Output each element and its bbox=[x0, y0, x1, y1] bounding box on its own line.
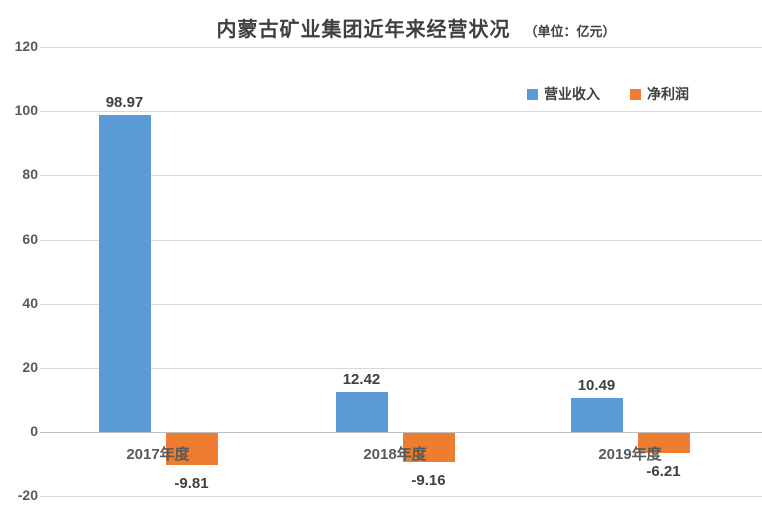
bar-net-profit-2017年度 bbox=[165, 433, 218, 465]
gridline-20 bbox=[40, 367, 762, 369]
value-label-revenue-2018年度: 12.42 bbox=[342, 371, 381, 389]
category-label-2019年度: 2019年度 bbox=[598, 446, 662, 463]
y-tick-label-40: 40 bbox=[22, 294, 38, 311]
x-axis-zero-line bbox=[40, 432, 762, 433]
chart-unit-label: （单位：亿元） bbox=[524, 24, 616, 39]
legend-swatch-revenue-icon bbox=[527, 88, 538, 100]
y-tick-label-80: 80 bbox=[22, 166, 38, 183]
value-label-net-profit-2017年度: -9.81 bbox=[174, 474, 209, 492]
value-label-revenue-2019年度: 10.49 bbox=[577, 377, 616, 395]
gridline-60 bbox=[40, 239, 762, 241]
value-label-revenue-2017年度: 98.97 bbox=[105, 93, 144, 111]
chart-title-row: 内蒙古矿业集团近年来经营状况 （单位：亿元） bbox=[216, 13, 615, 42]
category-label-2018年度: 2018年度 bbox=[363, 446, 427, 463]
legend-item-revenue: 营业收入 bbox=[527, 84, 600, 104]
y-tick-label-100: 100 bbox=[14, 102, 38, 119]
bar-net-profit-2018年度 bbox=[402, 433, 455, 463]
y-tick-label-60: 60 bbox=[22, 230, 38, 247]
gridline-120 bbox=[40, 47, 762, 49]
bar-revenue-2018年度 bbox=[335, 392, 388, 432]
y-tick-label-20: 20 bbox=[22, 358, 38, 375]
legend-swatch-net-profit-icon bbox=[630, 88, 641, 100]
gridline-80 bbox=[40, 175, 762, 177]
gridline-100 bbox=[40, 111, 762, 113]
y-tick-label--20: -20 bbox=[17, 487, 38, 504]
value-label-net-profit-2019年度: -6.21 bbox=[646, 462, 681, 480]
legend-label-net-profit: 净利润 bbox=[647, 86, 689, 102]
legend-item-net-profit: 净利润 bbox=[630, 84, 689, 104]
gridline--20 bbox=[40, 496, 762, 498]
y-tick-label-120: 120 bbox=[14, 38, 38, 55]
legend-label-revenue: 营业收入 bbox=[544, 86, 600, 102]
bar-net-profit-2019年度 bbox=[637, 433, 690, 453]
value-label-net-profit-2018年度: -9.16 bbox=[411, 472, 446, 490]
gridline-40 bbox=[40, 303, 762, 305]
bar-revenue-2019年度 bbox=[570, 398, 623, 432]
y-tick-label-0: 0 bbox=[30, 423, 38, 439]
legend: 营业收入 净利润 bbox=[527, 84, 689, 104]
category-label-2017年度: 2017年度 bbox=[126, 446, 190, 463]
chart-title: 内蒙古矿业集团近年来经营状况 bbox=[216, 19, 511, 41]
bar-revenue-2017年度 bbox=[98, 114, 151, 432]
